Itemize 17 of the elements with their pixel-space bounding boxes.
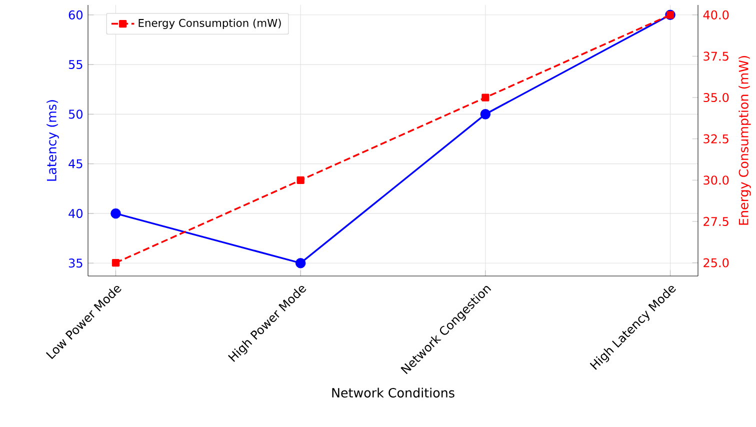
y2-tick-label: 40.0 bbox=[703, 10, 729, 20]
y-tick-label: 60 bbox=[68, 10, 82, 20]
y-axis-title: Latency (ms) bbox=[46, 100, 59, 181]
y2-axis-title: Energy Consumption (mW) bbox=[738, 56, 751, 225]
y-tick-label: 40 bbox=[68, 208, 82, 218]
legend-label: Energy Consumption (mW) bbox=[138, 18, 281, 30]
y2-tick-label: 35.0 bbox=[704, 92, 729, 102]
y-tick-label: 50 bbox=[68, 110, 82, 119]
y2-tick-label: 37.5 bbox=[704, 52, 728, 61]
y-tick-label: 45 bbox=[68, 159, 82, 168]
x-axis-title: Network Conditions bbox=[332, 388, 454, 398]
y2-tick-label: 30.0 bbox=[704, 176, 729, 185]
y-tick-label: 35 bbox=[68, 258, 82, 268]
y2-tick-label: 27.5 bbox=[704, 216, 728, 226]
y-tick-label: 55 bbox=[68, 60, 82, 70]
y2-tick-label: 32.5 bbox=[704, 134, 728, 144]
y2-tick-label: 25.0 bbox=[704, 258, 729, 268]
